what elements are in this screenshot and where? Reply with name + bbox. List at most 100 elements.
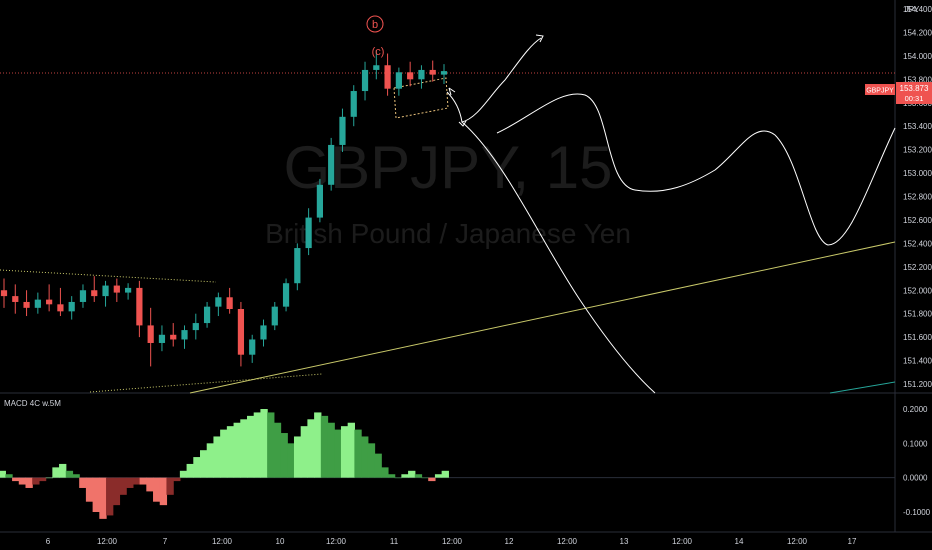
candle-body [350, 91, 357, 117]
time-tick-label: 11 [390, 537, 399, 546]
price-tick-label: 153.000 [903, 169, 932, 178]
macd-bar [126, 477, 134, 488]
flag-arrow-head [448, 87, 456, 96]
price-tick-label: 153.400 [903, 122, 932, 131]
candle-body [395, 72, 402, 89]
time-tick-label: 12:00 [326, 537, 347, 546]
macd-bar [314, 412, 322, 478]
projection-path-up[interactable] [446, 37, 542, 123]
projection-path-wave[interactable] [496, 93, 896, 246]
candle-body [79, 290, 87, 302]
flag-channel[interactable] [393, 77, 449, 119]
macd-bar [32, 477, 40, 485]
macd-bar [99, 477, 107, 519]
macd-bar [179, 470, 188, 478]
candle-body [34, 299, 41, 308]
candle-body [249, 339, 256, 355]
macd-bar [166, 477, 174, 495]
time-tick-label: 6 [46, 537, 51, 546]
macd-bar [159, 477, 168, 506]
candle-body [440, 71, 448, 75]
macd-bar [112, 477, 121, 506]
resistance-trendline-dotted[interactable] [0, 269, 217, 283]
candle-body [0, 290, 8, 297]
time-axis[interactable]: 6 12:00 7 12:00 10 12:00 11 12:00 12 12:00 13 12:00… [46, 537, 857, 546]
macd-bar [106, 477, 114, 516]
macd-bar [146, 477, 154, 492]
price-tick-label: 152.200 [903, 263, 932, 272]
projection-path-down[interactable] [461, 121, 656, 394]
price-tag-countdown: 00:31 [905, 94, 924, 103]
candle-body [226, 297, 233, 309]
macd-bar [119, 477, 127, 495]
time-tick-label: 12:00 [672, 537, 693, 546]
macd-bar [300, 426, 309, 478]
candle-body [237, 309, 245, 355]
macd-bar [280, 433, 288, 478]
macd-bar [139, 477, 147, 485]
price-tick-label: 152.400 [903, 239, 932, 248]
macd-bar [240, 419, 248, 478]
macd-bar [132, 477, 141, 485]
macd-bar [173, 477, 181, 482]
macd-bar [65, 470, 74, 478]
candle-body [282, 283, 290, 307]
macd-axis[interactable]: 0.2000 0.1000 0.0000 -0.1000 [903, 405, 931, 517]
time-tick-label: 7 [163, 537, 168, 546]
macd-histogram [0, 409, 895, 519]
macd-bar [307, 419, 315, 478]
macd-bar [394, 477, 402, 479]
candle-body [57, 304, 64, 312]
candle-body [12, 296, 19, 302]
macd-bar [18, 477, 27, 485]
macd-bar [200, 450, 208, 478]
candlestick-series [0, 50, 448, 367]
candle-body [260, 325, 267, 340]
price-axis[interactable]: 154.400154.200154.000153.800153.600153.4… [903, 5, 932, 389]
projection-arrow-head [535, 34, 544, 43]
macd-bar [52, 467, 60, 478]
wave-label-circle[interactable] [366, 15, 384, 33]
price-tick-label: 153.200 [903, 146, 932, 155]
teal-trendline[interactable] [829, 381, 896, 394]
macd-bar [12, 477, 20, 482]
candle-body [361, 69, 369, 92]
price-tag-symbol: GBPJPY [866, 88, 894, 95]
candle-body [181, 330, 188, 340]
price-tick-label: 154.000 [903, 52, 932, 61]
candle-body [91, 290, 98, 297]
time-tick-label: 13 [620, 537, 629, 546]
candle-body [170, 334, 177, 340]
time-tick-label: 10 [276, 537, 285, 546]
macd-bar [287, 443, 295, 478]
macd-bar [25, 477, 33, 488]
price-tick-label: 151.400 [903, 357, 932, 366]
price-tick-label: 152.800 [903, 193, 932, 202]
indicator-label[interactable]: MACD 4C w.5M [4, 399, 61, 408]
macd-bar [340, 426, 349, 478]
time-tick-label: 12 [505, 537, 514, 546]
candle-body [384, 65, 391, 89]
price-tick-label: 151.200 [903, 380, 932, 389]
macd-bar [387, 474, 396, 478]
time-tick-label: 12:00 [442, 537, 463, 546]
candle-body [215, 297, 222, 307]
candle-body [271, 306, 278, 326]
macd-bar [408, 470, 416, 478]
macd-bar [233, 422, 241, 478]
support-trendline-long[interactable] [189, 241, 896, 394]
macd-bar [226, 426, 235, 478]
macd-bar [206, 443, 215, 478]
wave-label-c[interactable]: (c) [372, 46, 385, 58]
last-price-tag: GBPJPY 153.873 00:31 [865, 82, 932, 104]
macd-bar [0, 470, 6, 478]
macd-tick-label: 0.2000 [903, 405, 928, 414]
candle-body [294, 248, 301, 284]
candle-body [192, 323, 199, 331]
macd-bar [45, 477, 53, 479]
macd-bar [441, 470, 449, 478]
price-tag-value: 153.873 [900, 84, 929, 93]
macd-bar [327, 422, 335, 478]
macd-bar [347, 422, 355, 478]
